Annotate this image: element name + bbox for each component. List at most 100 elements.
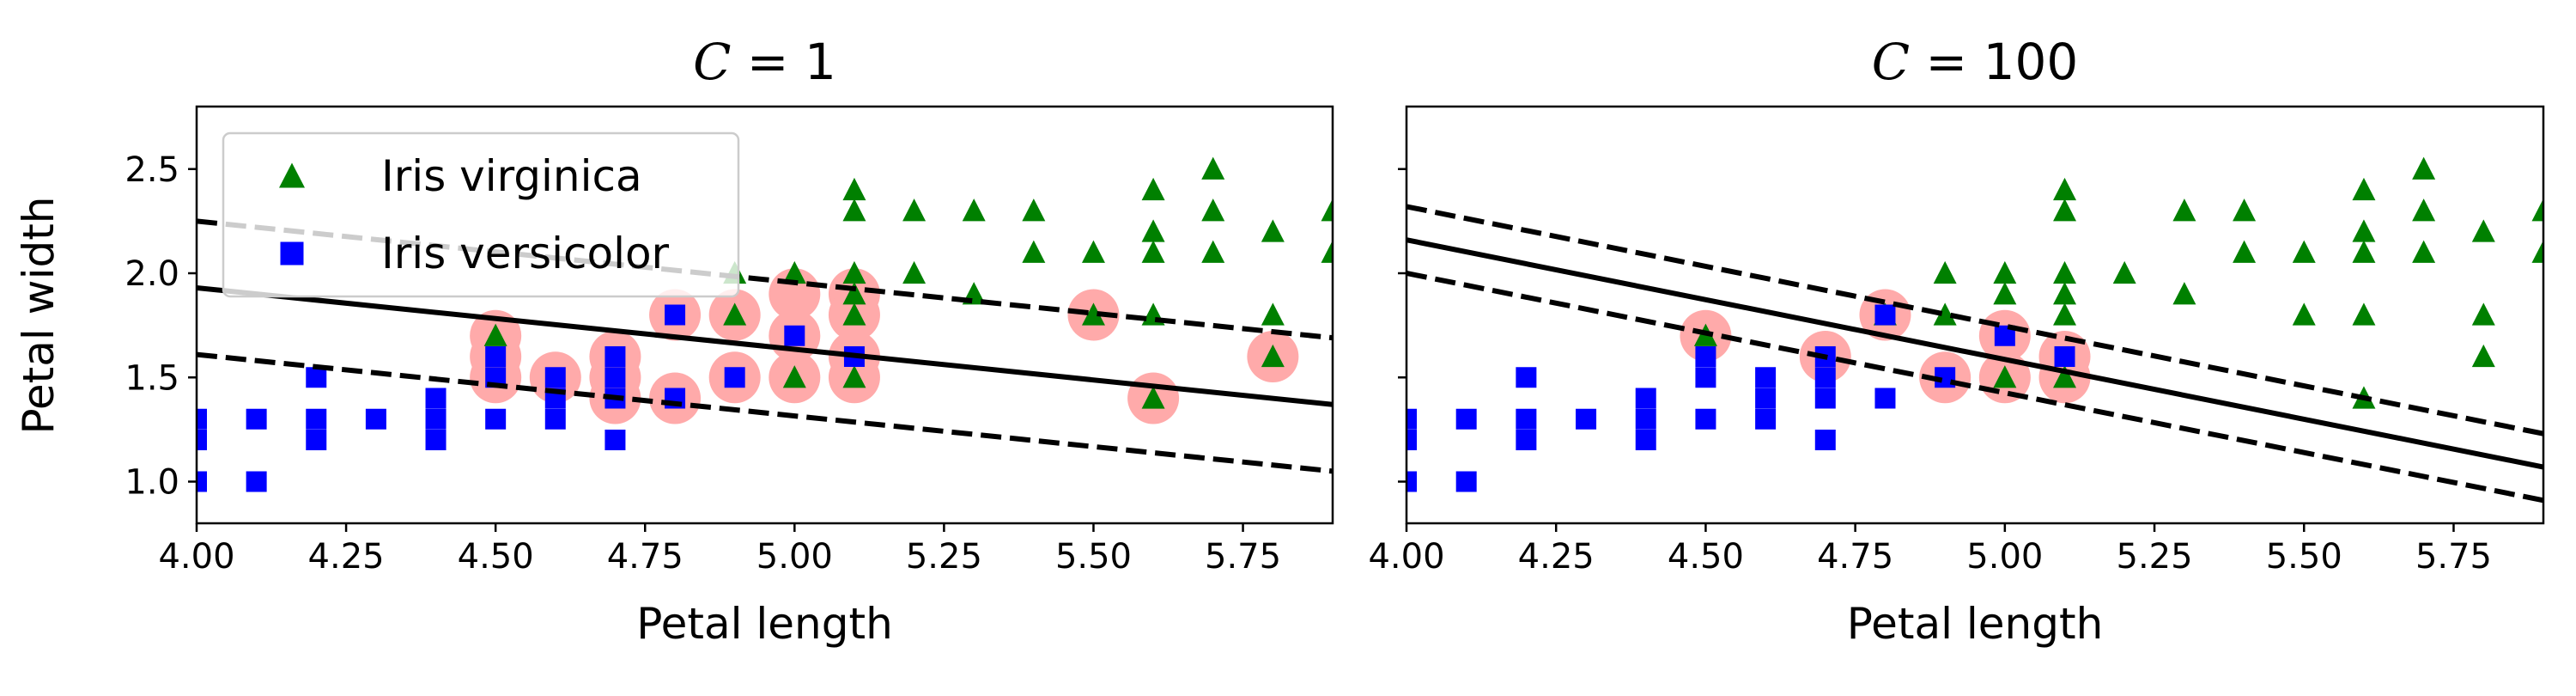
virginica-point bbox=[1201, 156, 1225, 180]
virginica-point bbox=[2233, 240, 2257, 263]
versicolor-point bbox=[605, 367, 626, 388]
x-tick-label: 4.00 bbox=[1368, 537, 1444, 577]
versicolor-point bbox=[1516, 430, 1537, 450]
virginica-point bbox=[723, 302, 747, 326]
versicolor-point bbox=[665, 304, 686, 326]
virginica-point bbox=[2292, 302, 2316, 326]
y-tick-label: 1.5 bbox=[125, 358, 179, 398]
decision-boundary-line bbox=[1406, 237, 2543, 470]
legend-box bbox=[222, 131, 740, 298]
versicolor-point bbox=[1455, 408, 1477, 430]
legend: Iris virginica Iris versicolor bbox=[222, 131, 740, 298]
decision-boundary-line bbox=[197, 284, 1333, 407]
margin-line bbox=[1406, 204, 2543, 437]
versicolor-point bbox=[1695, 367, 1716, 388]
x-tick-label: 4.50 bbox=[1668, 537, 1744, 577]
versicolor-point bbox=[1874, 304, 1896, 326]
versicolor-point bbox=[197, 471, 207, 492]
virginica-point bbox=[1081, 302, 1105, 326]
virginica-point bbox=[2172, 282, 2196, 305]
virginica-point bbox=[842, 365, 866, 388]
virginica-point bbox=[483, 323, 507, 346]
virginica-point bbox=[2352, 302, 2376, 326]
versicolor-point bbox=[1516, 367, 1537, 388]
versicolor-point bbox=[1874, 388, 1896, 409]
axes-frame bbox=[1405, 105, 2545, 525]
virginica-point bbox=[1933, 302, 1957, 326]
virginica-point bbox=[2053, 282, 2077, 305]
versicolor-point bbox=[306, 367, 327, 388]
virginica-point bbox=[2531, 198, 2543, 222]
legend-label: Iris versicolor bbox=[381, 229, 670, 278]
y-tick-label: 1.0 bbox=[125, 463, 179, 503]
versicolor-point bbox=[246, 471, 267, 492]
legend-marker-versicolor bbox=[280, 241, 304, 266]
virginica-point bbox=[2412, 198, 2436, 222]
margin-line bbox=[1406, 271, 2543, 504]
x-tick-label: 5.75 bbox=[2415, 537, 2492, 577]
virginica-point bbox=[842, 302, 866, 326]
virginica-point bbox=[962, 198, 986, 222]
legend-label: Iris virginica bbox=[381, 151, 642, 201]
title-variable: C bbox=[1872, 33, 1910, 91]
virginica-point bbox=[2053, 365, 2077, 388]
axes-frame bbox=[195, 105, 1334, 525]
x-tick-label: 5.50 bbox=[2266, 537, 2342, 577]
virginica-point bbox=[2471, 302, 2495, 326]
versicolor-point bbox=[1406, 408, 1417, 430]
versicolor-point bbox=[365, 408, 386, 430]
virginica-point bbox=[1141, 219, 1165, 242]
versicolor-point bbox=[1635, 430, 1656, 450]
virginica-point bbox=[1933, 260, 1957, 284]
versicolor-point bbox=[306, 430, 327, 450]
x-tick-label: 5.25 bbox=[2117, 537, 2193, 577]
versicolor-point bbox=[1814, 367, 1836, 388]
virginica-point bbox=[1321, 240, 1333, 263]
virginica-point bbox=[2352, 240, 2376, 263]
title-variable: C bbox=[693, 33, 731, 91]
versicolor-point bbox=[605, 430, 626, 450]
versicolor-point bbox=[306, 408, 327, 430]
x-tick-label: 4.25 bbox=[1518, 537, 1595, 577]
virginica-point bbox=[2352, 219, 2376, 242]
virginica-point bbox=[1993, 260, 2017, 284]
x-tick-label: 5.00 bbox=[756, 537, 833, 577]
virginica-point bbox=[1022, 198, 1046, 222]
virginica-point bbox=[782, 365, 806, 388]
virginica-point bbox=[1201, 198, 1225, 222]
virginica-point bbox=[842, 260, 866, 284]
virginica-point bbox=[2471, 219, 2495, 242]
plot-area bbox=[197, 156, 1333, 492]
title-value: = 100 bbox=[1910, 33, 2078, 91]
versicolor-point bbox=[784, 325, 805, 346]
virginica-point bbox=[1141, 177, 1165, 201]
virginica-point bbox=[782, 260, 806, 284]
x-axis-label: Petal length bbox=[1847, 599, 2104, 649]
x-tick-label: 5.50 bbox=[1055, 537, 1132, 577]
virginica-point bbox=[1081, 240, 1105, 263]
versicolor-point bbox=[1814, 430, 1836, 450]
versicolor-point bbox=[1635, 408, 1656, 430]
versicolor-point bbox=[1755, 388, 1777, 409]
versicolor-point bbox=[425, 430, 447, 450]
chart-title: C = 1 bbox=[693, 33, 836, 91]
chart-title: C = 100 bbox=[1872, 33, 2079, 91]
virginica-point bbox=[2471, 344, 2495, 368]
title-value: = 1 bbox=[732, 33, 836, 91]
x-tick-label: 5.00 bbox=[1966, 537, 2043, 577]
versicolor-point bbox=[605, 346, 626, 367]
virginica-point bbox=[842, 198, 866, 222]
virginica-point bbox=[842, 177, 866, 201]
versicolor-point bbox=[1695, 408, 1716, 430]
virginica-point bbox=[1321, 198, 1333, 222]
virginica-point bbox=[1993, 282, 2017, 305]
versicolor-point bbox=[724, 367, 745, 388]
versicolor-point bbox=[485, 346, 507, 367]
x-tick-label: 4.25 bbox=[308, 537, 385, 577]
virginica-point bbox=[1141, 386, 1165, 409]
x-tick-label: 4.00 bbox=[158, 537, 234, 577]
plot-area bbox=[1406, 156, 2543, 504]
virginica-point bbox=[2053, 302, 2077, 326]
versicolor-point bbox=[1755, 408, 1777, 430]
